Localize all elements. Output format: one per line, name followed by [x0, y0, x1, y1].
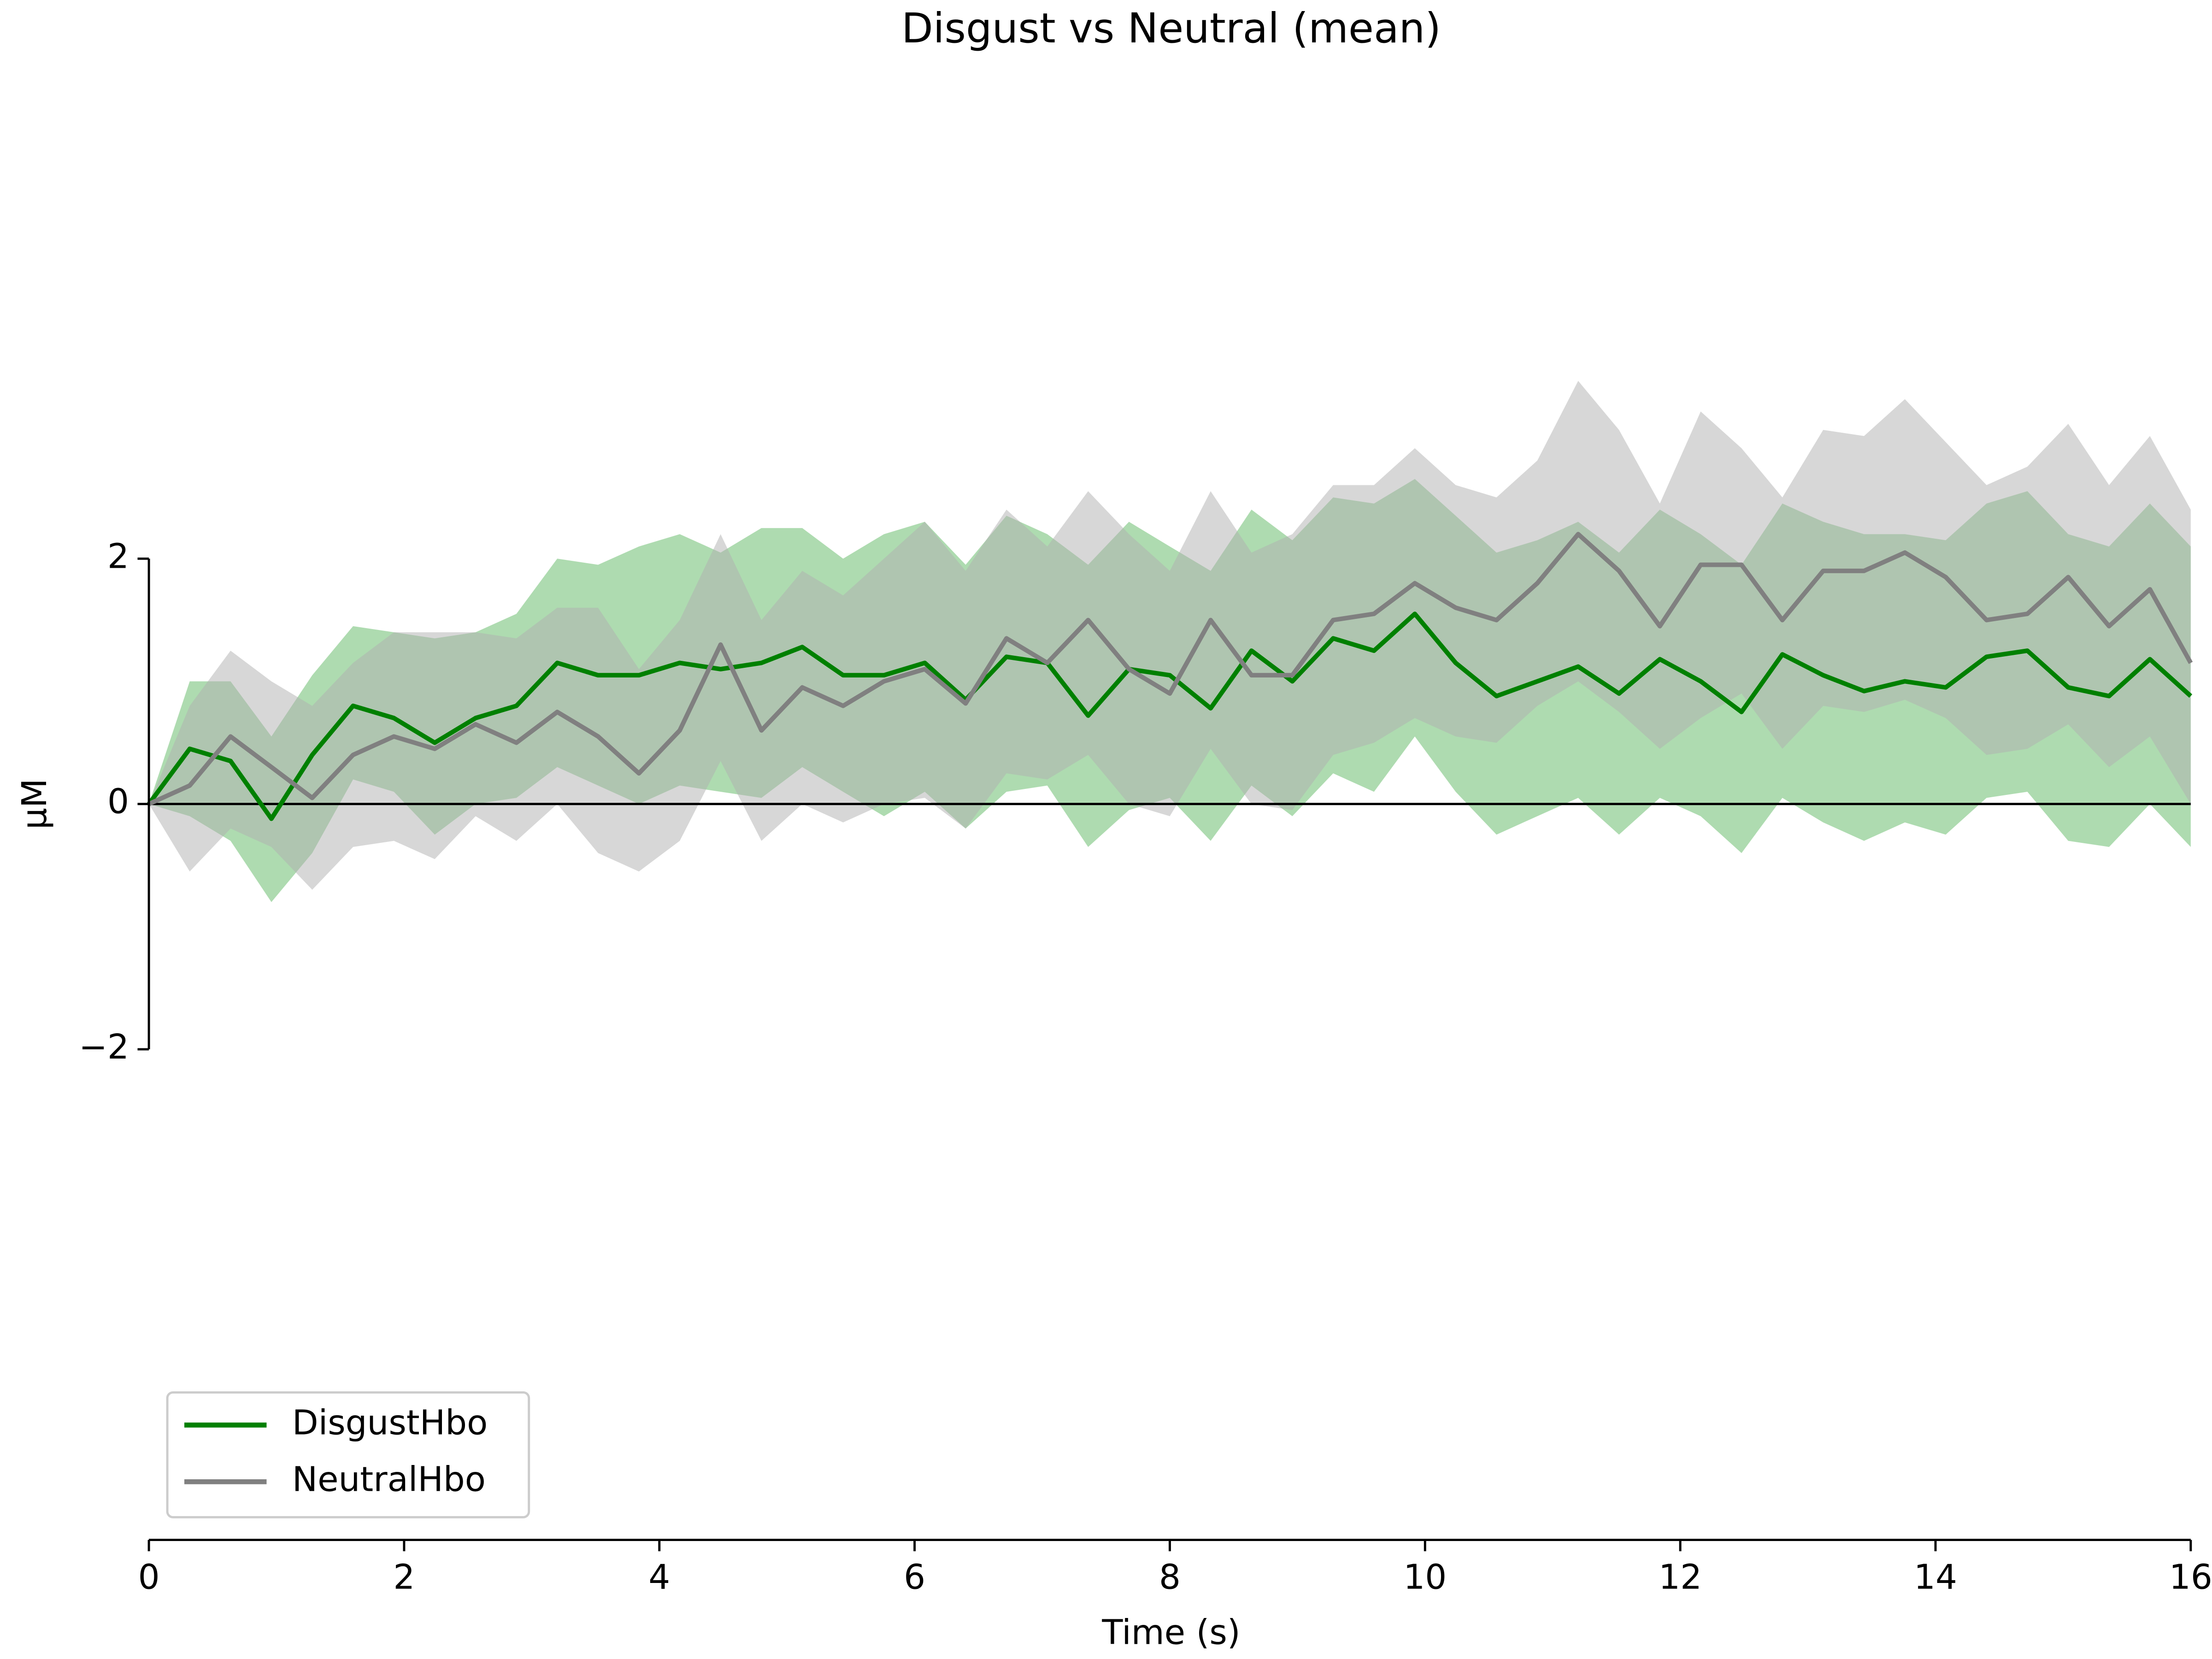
x-tick-label: 2: [393, 1558, 415, 1597]
legend-label: NeutralHbo: [292, 1459, 486, 1499]
x-tick-label: 4: [648, 1558, 670, 1597]
x-tick-label: 16: [2169, 1558, 2212, 1597]
y-tick-label: 0: [107, 782, 129, 822]
x-tick-label: 8: [1159, 1558, 1181, 1597]
legend-label: DisgustHbo: [292, 1403, 488, 1442]
legend: DisgustHbo NeutralHbo: [166, 1391, 530, 1518]
chart-title: Disgust vs Neutral (mean): [901, 5, 1441, 53]
mean-line: [148, 532, 2193, 806]
y-tick-label: 2: [107, 536, 129, 576]
x-tick-label: 14: [1914, 1558, 1957, 1597]
x-tick-label: 10: [1403, 1558, 1447, 1597]
confidence-band: [149, 381, 2191, 890]
mean-line: [147, 612, 2193, 821]
x-axis-label: Time (s): [1101, 1613, 1240, 1653]
x-tick-label: 12: [1659, 1558, 1702, 1597]
x-tick-label: 0: [138, 1558, 160, 1597]
y-tick-label: −2: [79, 1027, 129, 1067]
y-axis-label: µM: [15, 778, 54, 830]
x-tick-label: 6: [904, 1558, 925, 1597]
